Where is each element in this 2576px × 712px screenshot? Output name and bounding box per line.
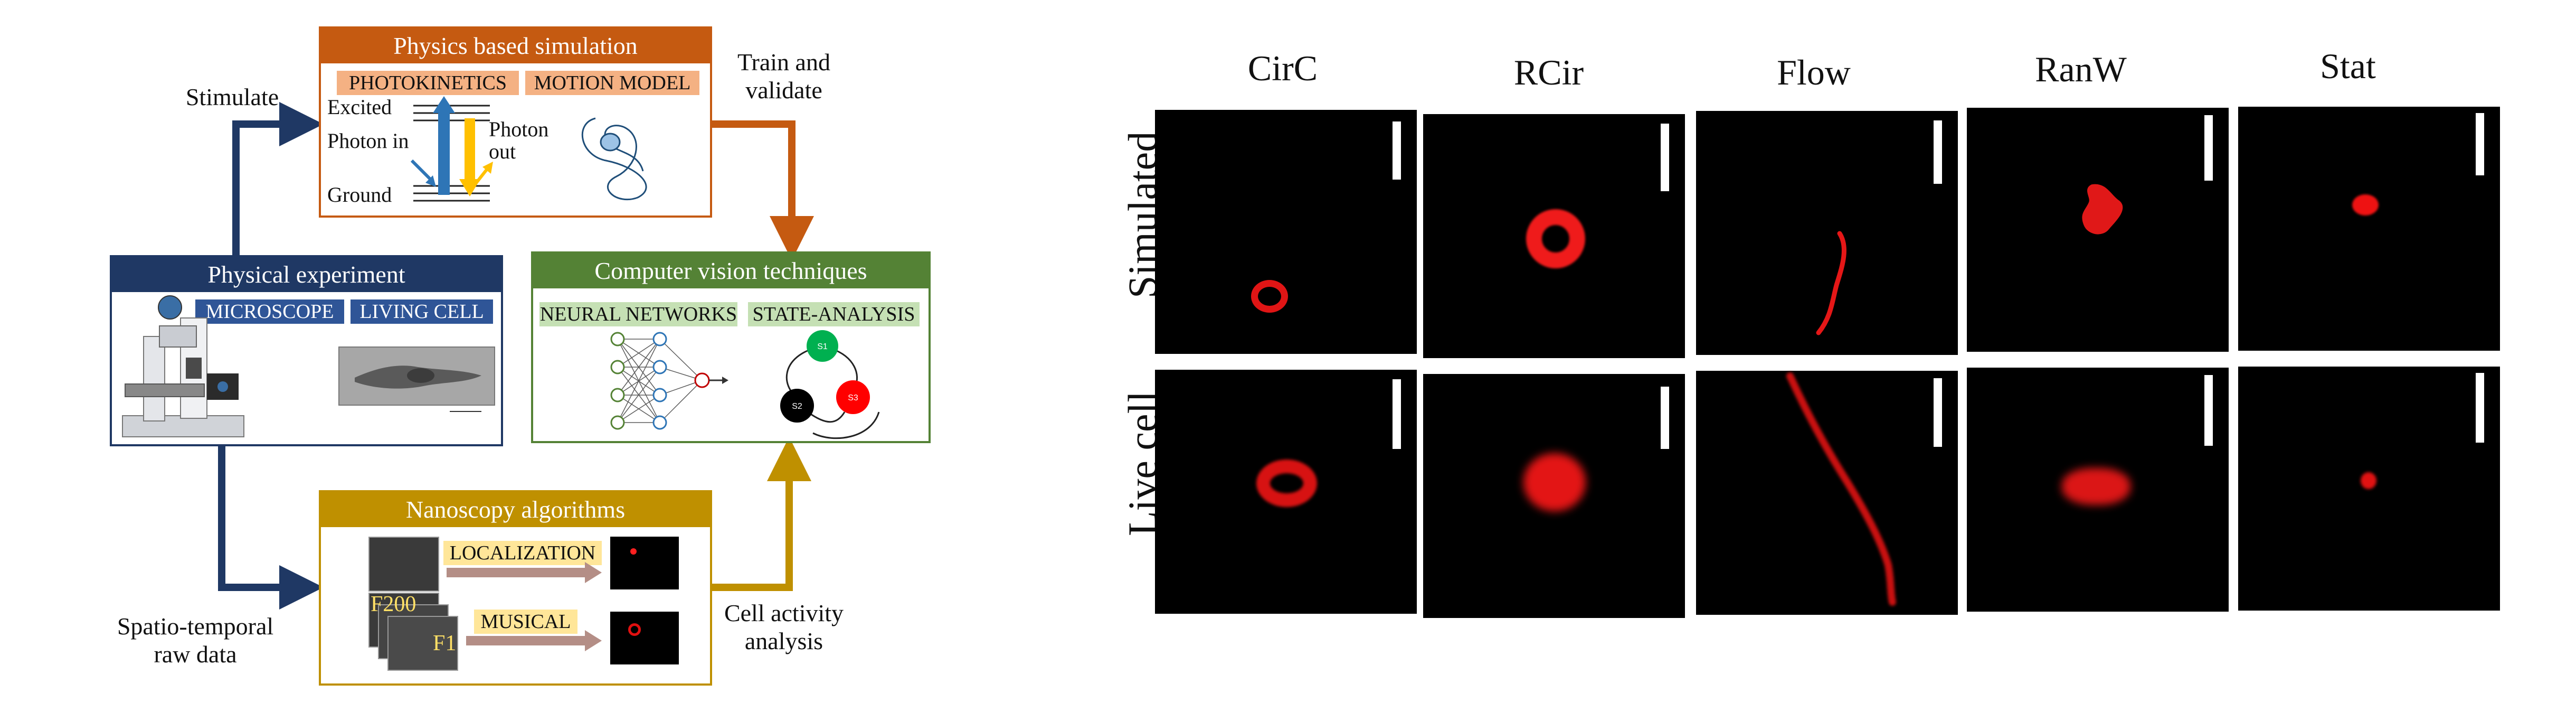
column-heading-flow: Flow	[1777, 52, 1851, 92]
physics-simulation-title: Physics based simulation	[321, 29, 710, 63]
stimulate-arrow	[232, 102, 324, 255]
live-stat-panel	[2238, 367, 2500, 611]
physics-simulation-box: Physics based simulation PHOTOKINETICS M…	[319, 26, 712, 218]
workflow-diagram: Stimulate Train and validate Spatio-temp…	[0, 0, 1056, 712]
state-analysis-tag: STATE-ANALYSIS	[748, 302, 920, 326]
raw-frame-stack-front	[387, 616, 458, 671]
simulated-circ-panel	[1155, 110, 1417, 354]
computer-vision-box: Computer vision techniques NEURAL NETWOR…	[531, 251, 931, 443]
cell-activity-label: Cell activity analysis	[724, 599, 844, 654]
frame-label-f200: F200	[371, 592, 416, 616]
simulated-stat-panel	[2238, 107, 2500, 351]
state-s1-node	[807, 330, 838, 362]
live-flow-panel	[1696, 371, 1958, 615]
live-ranw-panel	[1967, 368, 2229, 612]
workflow-arrows	[218, 102, 814, 610]
state-diagram-icon: S1 S2 S3	[780, 330, 880, 439]
simulated-ranw-panel	[1967, 108, 2229, 352]
train-validate-arrow	[712, 120, 814, 260]
neural-networks-tag: NEURAL NETWORKS	[539, 302, 737, 326]
column-heading-stat: Stat	[2320, 46, 2376, 86]
cell-activity-arrow	[712, 437, 811, 591]
column-heading-ranw: RanW	[2035, 49, 2127, 89]
simulated-flow-panel	[1696, 111, 1958, 355]
musical-result-image	[610, 612, 679, 664]
physical-experiment-title: Physical experiment	[112, 257, 501, 292]
photokinetics-tag: PHOTOKINETICS	[337, 71, 519, 95]
localization-tag: LOCALIZATION	[443, 541, 602, 565]
stimulate-label: Stimulate	[185, 83, 279, 110]
neural-network-icon	[610, 332, 728, 430]
microscope-icon	[122, 295, 244, 437]
excited-level-label: Excited	[327, 95, 392, 119]
musical-tag: MUSICAL	[474, 610, 577, 634]
microscope-tag: MICROSCOPE	[195, 299, 344, 324]
computer-vision-title: Computer vision techniques	[533, 254, 929, 288]
raw-data-arrow	[218, 446, 324, 610]
svg-text:S1: S1	[817, 342, 828, 351]
energy-level-diagram	[410, 96, 647, 202]
nanoscopy-arrows	[447, 562, 602, 651]
simulated-rcir-panel	[1423, 114, 1685, 358]
live-rcir-panel	[1423, 374, 1685, 618]
nanoscopy-box: Nanoscopy algorithms F200 F1 LOCALIZATIO…	[319, 490, 712, 686]
raw-frame-image	[368, 537, 439, 592]
state-s3-node	[836, 380, 870, 414]
motion-path-icon	[581, 117, 647, 201]
column-heading-circ: CirC	[1247, 48, 1318, 88]
simulation-gallery: CirC RCir Flow RanW Stat Simulated Live …	[1098, 0, 2576, 712]
motion-model-tag: MOTION MODEL	[525, 71, 699, 95]
living-cell-tag: LIVING CELL	[351, 299, 493, 324]
state-s2-node	[780, 389, 814, 423]
spatio-temporal-label: Spatio-temporal raw data	[117, 613, 274, 668]
nanoscopy-title: Nanoscopy algorithms	[321, 492, 710, 527]
frame-label-f1: F1	[433, 631, 457, 655]
localization-result-image	[610, 537, 679, 589]
live-circ-panel	[1155, 370, 1417, 614]
photon-out-label: Photon out	[489, 117, 549, 163]
svg-text:S3: S3	[848, 394, 858, 402]
svg-text:S2: S2	[792, 402, 802, 411]
train-validate-label: Train and validate	[737, 49, 830, 104]
photon-in-label: Photon in	[327, 129, 409, 153]
physical-experiment-box: Physical experiment MICROSCOPE LIVING CE…	[110, 255, 503, 446]
column-heading-rcir: RCir	[1513, 52, 1584, 92]
living-cell-image	[338, 346, 495, 412]
ground-level-label: Ground	[327, 183, 392, 207]
